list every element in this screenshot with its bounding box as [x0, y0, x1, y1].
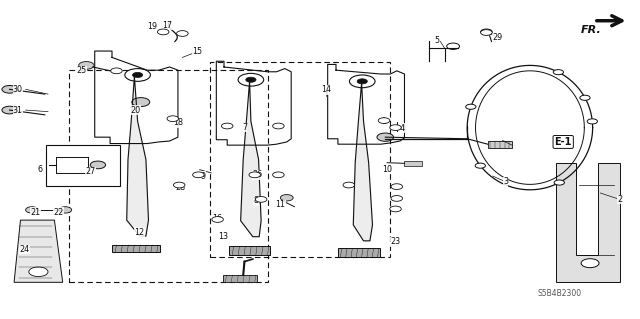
Circle shape	[2, 85, 17, 93]
Text: 16: 16	[212, 214, 223, 223]
Circle shape	[173, 182, 185, 188]
Circle shape	[59, 207, 72, 213]
Text: 29: 29	[493, 33, 503, 42]
Text: 9: 9	[201, 172, 206, 181]
Text: 27: 27	[86, 167, 96, 176]
Circle shape	[90, 161, 106, 169]
Circle shape	[390, 125, 401, 130]
Circle shape	[588, 119, 598, 124]
Text: 15: 15	[192, 47, 202, 56]
Circle shape	[29, 267, 48, 277]
Text: 7: 7	[242, 123, 247, 132]
Circle shape	[2, 106, 17, 114]
Circle shape	[238, 73, 264, 86]
Circle shape	[246, 77, 256, 82]
Text: 11: 11	[275, 200, 285, 209]
Circle shape	[273, 172, 284, 178]
Polygon shape	[112, 245, 160, 252]
Circle shape	[255, 197, 267, 202]
Circle shape	[554, 180, 564, 185]
Polygon shape	[556, 163, 620, 282]
Circle shape	[580, 95, 590, 100]
Circle shape	[343, 182, 355, 188]
Circle shape	[132, 72, 143, 78]
Text: S5B4B2300: S5B4B2300	[538, 289, 582, 298]
Circle shape	[466, 104, 476, 109]
Bar	[210, 62, 390, 257]
Text: 14: 14	[321, 85, 332, 94]
Text: 8: 8	[253, 197, 259, 205]
Polygon shape	[241, 81, 261, 237]
Polygon shape	[14, 220, 63, 282]
Circle shape	[377, 133, 394, 141]
Text: 2: 2	[617, 195, 622, 204]
Text: 30: 30	[13, 85, 23, 94]
Text: 5: 5	[434, 36, 439, 45]
Text: 10: 10	[382, 165, 392, 174]
Circle shape	[581, 259, 599, 268]
Circle shape	[111, 68, 122, 74]
Polygon shape	[404, 161, 422, 166]
Text: 25: 25	[77, 66, 87, 75]
Polygon shape	[229, 246, 270, 255]
Circle shape	[273, 123, 284, 129]
Text: 26: 26	[252, 170, 262, 179]
Circle shape	[157, 29, 169, 35]
Polygon shape	[488, 141, 512, 148]
Text: 4: 4	[399, 124, 404, 133]
Text: 1: 1	[381, 117, 387, 126]
Polygon shape	[127, 77, 148, 236]
Text: 12: 12	[134, 228, 145, 237]
Circle shape	[553, 70, 563, 75]
Circle shape	[390, 206, 401, 212]
Circle shape	[212, 217, 223, 222]
Text: 20: 20	[131, 106, 141, 115]
Circle shape	[481, 30, 492, 35]
Text: 19: 19	[147, 22, 157, 31]
Bar	[69, 70, 268, 282]
Text: 21: 21	[30, 208, 40, 217]
Text: E-1: E-1	[554, 137, 572, 147]
Polygon shape	[223, 275, 257, 282]
Circle shape	[177, 31, 188, 36]
Text: 31: 31	[13, 106, 23, 115]
Circle shape	[249, 172, 260, 178]
Text: 18: 18	[173, 118, 183, 127]
Circle shape	[125, 69, 150, 81]
Bar	[46, 145, 120, 186]
Text: 22: 22	[54, 208, 64, 217]
Circle shape	[349, 75, 375, 88]
Circle shape	[132, 98, 150, 107]
Circle shape	[391, 184, 403, 189]
Text: 13: 13	[218, 232, 228, 241]
Polygon shape	[338, 248, 380, 257]
Circle shape	[280, 195, 293, 201]
Text: 17: 17	[163, 21, 173, 30]
Circle shape	[475, 163, 485, 168]
Circle shape	[357, 79, 367, 84]
Polygon shape	[353, 83, 372, 241]
Text: 24: 24	[19, 245, 29, 254]
Text: 3: 3	[503, 177, 508, 186]
Circle shape	[167, 116, 179, 122]
Circle shape	[26, 207, 38, 213]
Circle shape	[79, 62, 94, 69]
Text: 6: 6	[37, 165, 42, 174]
Text: 28: 28	[175, 183, 186, 192]
Text: 23: 23	[390, 237, 401, 246]
Circle shape	[378, 118, 390, 123]
Text: FR.: FR.	[581, 25, 602, 35]
Circle shape	[193, 172, 204, 178]
Circle shape	[391, 196, 403, 201]
Circle shape	[221, 123, 233, 129]
